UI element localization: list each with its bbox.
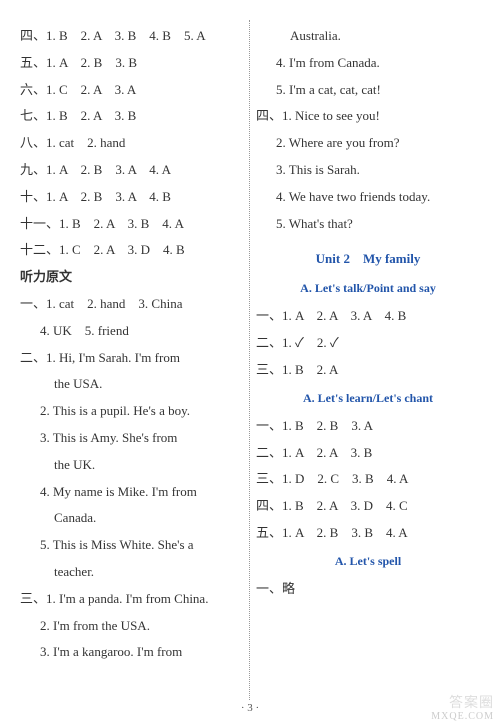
listen-line: 3. This is Sarah. (256, 160, 480, 181)
watermark: 答案圈 MXQE.COM (431, 696, 494, 722)
listen-line: 5. I'm a cat, cat, cat! (256, 80, 480, 101)
answer-row: 十一、1. B 2. A 3. B 4. A (20, 214, 243, 235)
answer-row: 二、1. A 2. A 3. B (256, 443, 480, 464)
listen-line: 4. I'm from Canada. (256, 53, 480, 74)
answer-row: 四、1. B 2. A 3. B 4. B 5. A (20, 26, 243, 47)
watermark-top: 答案圈 (431, 696, 494, 711)
section-title: A. Let's talk/Point and say (256, 281, 480, 296)
listen-line: 4. We have two friends today. (256, 187, 480, 208)
listen-line: 三、1. I'm a panda. I'm from China. (20, 589, 243, 610)
listen-line: 5. This is Miss White. She's a (20, 535, 243, 556)
answer-row: 五、1. A 2. B 3. B 4. A (256, 523, 480, 544)
answer-row: 八、1. cat 2. hand (20, 133, 243, 154)
page-number: · 3 · (14, 702, 486, 714)
listen-line: Australia. (256, 26, 480, 47)
answer-row: 三、1. D 2. C 3. B 4. A (256, 469, 480, 490)
listen-line: teacher. (20, 562, 243, 583)
two-column-layout: 四、1. B 2. A 3. B 4. B 5. A 五、1. A 2. B 3… (14, 20, 486, 700)
listen-line: 3. I'm a kangaroo. I'm from (20, 642, 243, 663)
section-title: A. Let's spell (256, 554, 480, 569)
answer-row: 一、略 (256, 579, 480, 600)
left-column: 四、1. B 2. A 3. B 4. B 5. A 五、1. A 2. B 3… (14, 20, 250, 700)
answer-row: 五、1. A 2. B 3. B (20, 53, 243, 74)
unit-title: Unit 2 My family (256, 248, 480, 267)
watermark-bottom: MXQE.COM (431, 711, 494, 722)
answer-row: 一、1. B 2. B 3. A (256, 416, 480, 437)
listening-heading: 听力原文 (20, 267, 243, 288)
answer-row: 一、1. A 2. A 3. A 4. B (256, 306, 480, 327)
listen-line: 4. UK 5. friend (20, 321, 243, 342)
answer-row: 四、1. B 2. A 3. D 4. C (256, 496, 480, 517)
listen-line: 4. My name is Mike. I'm from (20, 482, 243, 503)
listen-line: 2. Where are you from? (256, 133, 480, 154)
answer-row: 十二、1. C 2. A 3. D 4. B (20, 240, 243, 261)
listen-line: the UK. (20, 455, 243, 476)
listen-line: 二、1. Hi, I'm Sarah. I'm from (20, 348, 243, 369)
listen-line: the USA. (20, 374, 243, 395)
right-column: Australia. 4. I'm from Canada. 5. I'm a … (250, 20, 486, 700)
listen-line: 3. This is Amy. She's from (20, 428, 243, 449)
listen-line: 四、1. Nice to see you! (256, 106, 480, 127)
section-title: A. Let's learn/Let's chant (256, 391, 480, 406)
listen-line: Canada. (20, 508, 243, 529)
listen-line: 2. I'm from the USA. (20, 616, 243, 637)
answer-row: 七、1. B 2. A 3. B (20, 106, 243, 127)
answer-row: 十、1. A 2. B 3. A 4. B (20, 187, 243, 208)
listen-line: 5. What's that? (256, 214, 480, 235)
listen-line: 2. This is a pupil. He's a boy. (20, 401, 243, 422)
listen-line: 一、1. cat 2. hand 3. China (20, 294, 243, 315)
answer-row: 二、1. ✓ 2. ✓ (256, 333, 480, 354)
answer-row: 六、1. C 2. A 3. A (20, 80, 243, 101)
answer-row: 三、1. B 2. A (256, 360, 480, 381)
answer-row: 九、1. A 2. B 3. A 4. A (20, 160, 243, 181)
